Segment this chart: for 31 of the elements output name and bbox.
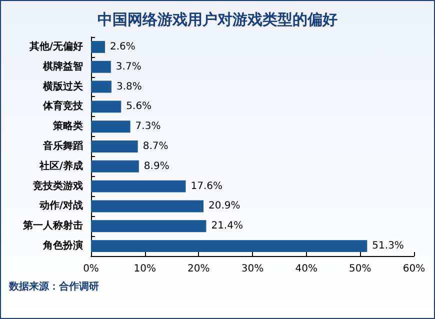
y-tick-label: 横版过关 bbox=[42, 80, 84, 92]
data-label: 51.3% bbox=[372, 240, 404, 252]
y-tick-label: 其他/无偏好 bbox=[28, 40, 83, 52]
data-label: 7.3% bbox=[135, 121, 161, 132]
data-label: 8.9% bbox=[144, 160, 170, 172]
y-tick-label: 社区/养成 bbox=[38, 160, 83, 172]
x-tick-label: 40% bbox=[295, 264, 318, 274]
x-tick-label: 30% bbox=[241, 264, 264, 274]
y-tick-label: 音乐舞蹈 bbox=[42, 140, 83, 152]
y-tick-label: 棋牌益智 bbox=[42, 60, 83, 72]
data-label: 3.8% bbox=[116, 81, 142, 92]
data-label: 20.9% bbox=[208, 200, 240, 212]
data-label: 5.6% bbox=[126, 101, 152, 112]
data-label: 17.6% bbox=[190, 180, 223, 192]
y-tick-label: 策略类 bbox=[52, 120, 83, 132]
y-tick-label: 动作/对战 bbox=[38, 200, 83, 212]
data-label: 21.4% bbox=[211, 220, 243, 232]
y-tick-label: 体育竞技 bbox=[42, 100, 84, 112]
y-tick-label: 第一人称射击 bbox=[22, 220, 83, 232]
data-label: 3.7% bbox=[116, 61, 142, 72]
x-tick-label: 0% bbox=[83, 264, 99, 274]
x-tick-label: 60% bbox=[402, 264, 426, 274]
x-tick-label: 50% bbox=[349, 264, 372, 274]
x-tick-label: 10% bbox=[134, 264, 156, 274]
data-label: 2.6% bbox=[110, 41, 136, 52]
y-tick-label: 角色扮演 bbox=[42, 240, 83, 252]
y-tick-label: 竞技类游戏 bbox=[32, 180, 83, 192]
x-tick-label: 20% bbox=[188, 264, 210, 274]
data-label: 8.7% bbox=[142, 141, 168, 152]
chart-title: 中国网络游戏用户对游戏类型的偏好 bbox=[98, 10, 338, 28]
source-note: 数据来源：合作调研 bbox=[8, 280, 99, 292]
